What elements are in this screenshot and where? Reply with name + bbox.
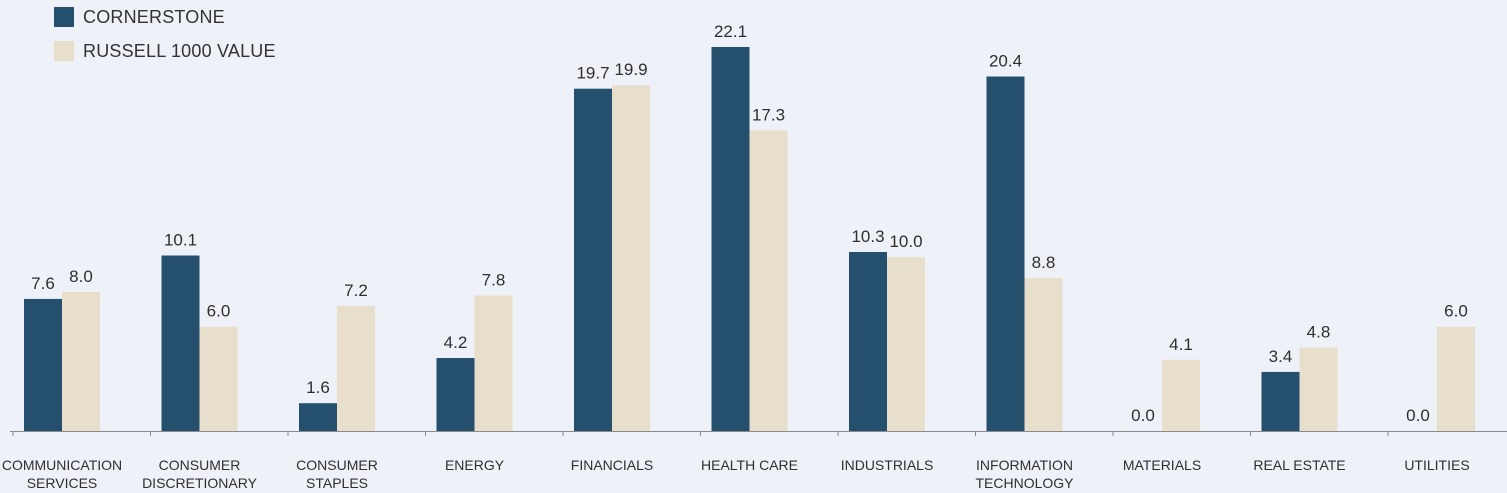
category-label-financials: FINANCIALS [571, 457, 653, 473]
value-label-russell-1000-value-communication-services: 8.0 [69, 267, 93, 286]
bar-cornerstone-communication-services [24, 298, 62, 431]
bar-cornerstone-energy [436, 358, 475, 431]
category-label-line: FINANCIALS [571, 457, 653, 473]
value-label-cornerstone-information-technology: 20.4 [989, 52, 1022, 71]
value-label-cornerstone-financials: 19.7 [576, 64, 609, 83]
value-labels-group: 7.6 8.0 10.1 6.0 1.6 7.2 4.2 7.8 19.7 19.9 22.1 17.… [31, 22, 1468, 425]
bar-russell-1000-value-consumer-discretionary [199, 326, 238, 431]
bar-russell-1000-value-real-estate [1299, 347, 1338, 431]
legend-swatch-russell-1000-value [54, 41, 74, 61]
category-label-line: COMMUNICATION [2, 457, 122, 473]
bar-russell-1000-value-consumer-staples [337, 305, 375, 431]
category-labels-group: COMMUNICATION SERVICES CONSUMER DISCRETIONA… [2, 457, 1470, 491]
value-label-cornerstone-health-care: 22.1 [714, 22, 747, 41]
category-label-materials: MATERIALS [1123, 457, 1201, 473]
bar-russell-1000-value-utilities [1437, 326, 1475, 431]
bar-russell-1000-value-communication-services [62, 291, 100, 431]
category-label-line: STAPLES [306, 475, 368, 491]
value-label-russell-1000-value-consumer-discretionary: 6.0 [207, 302, 231, 321]
category-label-line: SERVICES [27, 475, 98, 491]
value-label-russell-1000-value-consumer-staples: 7.2 [344, 281, 368, 300]
value-label-russell-1000-value-health-care: 17.3 [752, 105, 785, 124]
value-label-cornerstone-industrials: 10.3 [851, 227, 884, 246]
category-label-communication-services: COMMUNICATION SERVICES [2, 457, 122, 491]
value-label-russell-1000-value-financials: 19.9 [614, 60, 647, 79]
value-label-russell-1000-value-information-technology: 8.8 [1032, 253, 1056, 272]
bar-cornerstone-information-technology [986, 76, 1025, 432]
category-label-health-care: HEALTH CARE [701, 457, 798, 473]
value-label-cornerstone-real-estate: 3.4 [1269, 347, 1293, 366]
value-label-cornerstone-consumer-discretionary: 10.1 [164, 231, 197, 250]
category-label-consumer-discretionary: CONSUMER DISCRETIONARY [142, 457, 258, 491]
bar-russell-1000-value-industrials [887, 257, 925, 431]
bars-group [24, 47, 1475, 432]
category-label-industrials: INDUSTRIALS [841, 457, 934, 473]
category-label-line: MATERIALS [1123, 457, 1201, 473]
bar-russell-1000-value-health-care [749, 130, 788, 431]
bar-russell-1000-value-financials [612, 85, 650, 431]
legend-item-cornerstone: CORNERSTONE [54, 4, 276, 30]
bar-cornerstone-consumer-staples [299, 403, 337, 431]
value-label-cornerstone-materials: 0.0 [1131, 406, 1155, 425]
legend-label-cornerstone: CORNERSTONE [83, 6, 225, 27]
legend-swatch-cornerstone [54, 7, 74, 27]
legend-label-russell-1000-value: RUSSELL 1000 VALUE [83, 40, 276, 61]
value-label-russell-1000-value-utilities: 6.0 [1444, 302, 1468, 321]
category-label-line: HEALTH CARE [701, 457, 798, 473]
category-label-line: ENERGY [445, 457, 505, 473]
bar-cornerstone-industrials [849, 252, 887, 431]
value-label-russell-1000-value-energy: 7.8 [482, 270, 506, 289]
bar-cornerstone-health-care [711, 47, 750, 431]
bar-cornerstone-real-estate [1261, 371, 1300, 431]
bar-cornerstone-financials [574, 88, 612, 431]
category-label-line: DISCRETIONARY [142, 475, 258, 491]
category-label-line: TECHNOLOGY [975, 475, 1074, 491]
value-label-russell-1000-value-industrials: 10.0 [889, 232, 922, 251]
value-label-cornerstone-energy: 4.2 [444, 333, 468, 352]
value-label-russell-1000-value-materials: 4.1 [1169, 335, 1193, 354]
category-label-real-estate: REAL ESTATE [1253, 457, 1345, 473]
category-label-consumer-staples: CONSUMER STAPLES [296, 457, 378, 491]
x-axis-ticks-group [12, 431, 1389, 436]
bar-russell-1000-value-materials [1162, 359, 1200, 431]
category-label-line: CONSUMER [159, 457, 241, 473]
value-label-russell-1000-value-real-estate: 4.8 [1307, 323, 1331, 342]
bar-russell-1000-value-energy [474, 295, 513, 431]
value-label-cornerstone-consumer-staples: 1.6 [306, 378, 330, 397]
value-label-cornerstone-utilities: 0.0 [1406, 406, 1430, 425]
category-label-energy: ENERGY [445, 457, 505, 473]
bar-russell-1000-value-information-technology [1024, 278, 1063, 431]
category-label-line: UTILITIES [1404, 457, 1469, 473]
chart-legend: CORNERSTONE RUSSELL 1000 VALUE [54, 4, 276, 72]
category-label-utilities: UTILITIES [1404, 457, 1469, 473]
category-label-line: REAL ESTATE [1253, 457, 1345, 473]
category-label-line: INFORMATION [976, 457, 1073, 473]
category-label-line: INDUSTRIALS [841, 457, 934, 473]
legend-item-russell-1000-value: RUSSELL 1000 VALUE [54, 38, 276, 64]
value-label-cornerstone-communication-services: 7.6 [31, 274, 55, 293]
category-label-line: CONSUMER [296, 457, 378, 473]
category-label-information-technology: INFORMATION TECHNOLOGY [975, 457, 1074, 491]
bar-cornerstone-consumer-discretionary [161, 255, 200, 431]
